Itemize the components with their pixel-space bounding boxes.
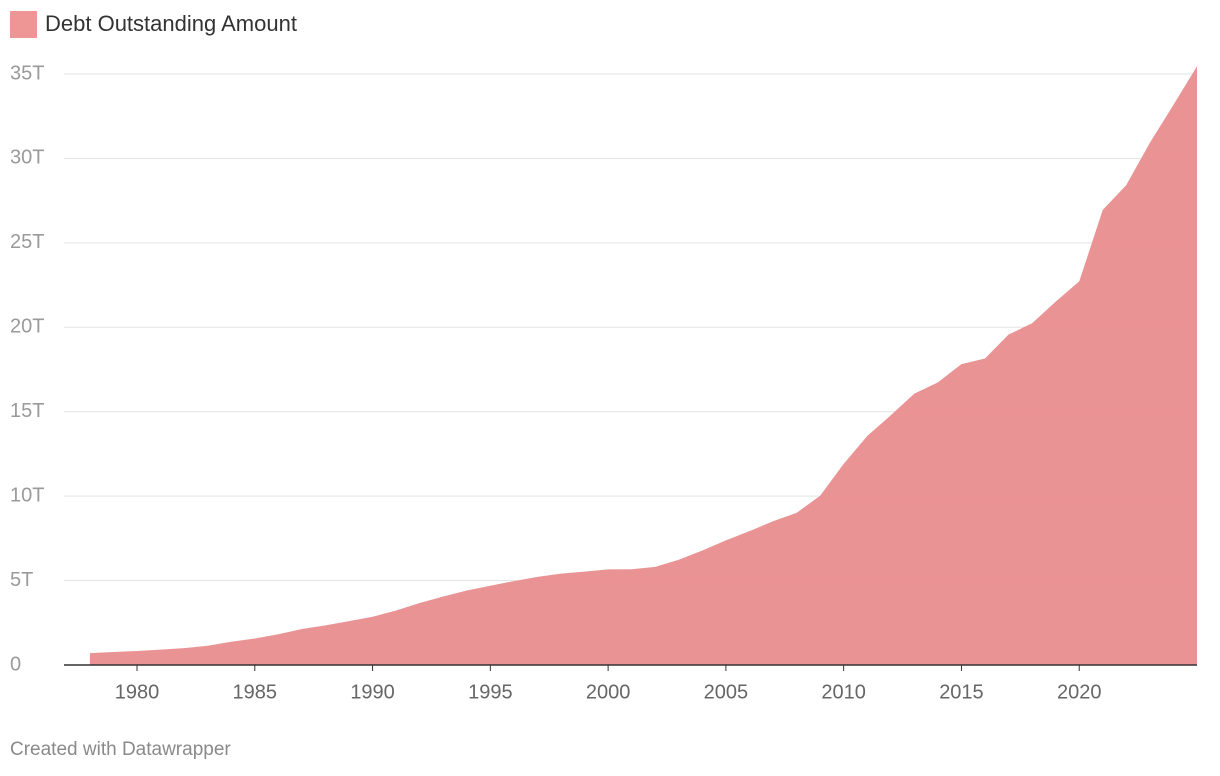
x-tick-label: 1980	[115, 681, 160, 703]
y-tick-label: 5T	[10, 569, 33, 591]
y-tick-label: 20T	[10, 316, 44, 338]
y-tick-label: 0	[10, 653, 21, 675]
x-tick-label: 2010	[821, 681, 866, 703]
y-tick-label: 10T	[10, 484, 44, 506]
y-tick-label: 25T	[10, 231, 44, 253]
x-tick-label: 1985	[233, 681, 278, 703]
x-tick-label: 2020	[1057, 681, 1102, 703]
x-tick-label: 2005	[704, 681, 749, 703]
x-tick-label: 2015	[939, 681, 984, 703]
y-tick-label: 15T	[10, 400, 44, 422]
area	[89, 66, 1197, 666]
y-tick-label: 30T	[10, 147, 44, 169]
footer: Created with Datawrapper	[10, 739, 231, 760]
y-tick-label: 35T	[10, 62, 44, 84]
x-tick-label: 1990	[350, 681, 395, 703]
legend-swatch	[10, 11, 37, 38]
legend-label: Debt Outstanding Amount	[45, 11, 297, 36]
x-tick-label: 1995	[468, 681, 513, 703]
x-tick-label: 2000	[586, 681, 631, 703]
